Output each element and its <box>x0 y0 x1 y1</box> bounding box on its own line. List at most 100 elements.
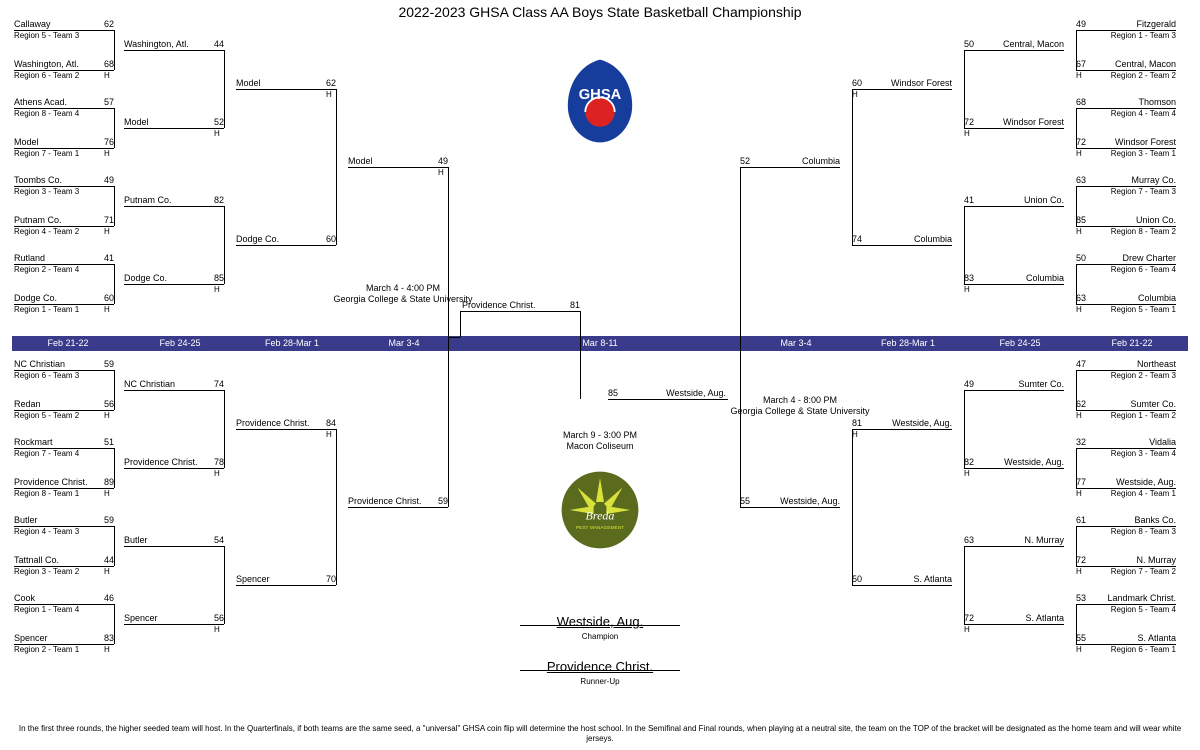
r1b-2-seed: Region 3 - Team 4 <box>1076 449 1176 459</box>
r2t-2-score: 41 <box>964 195 978 205</box>
r3t-0-score: 60 <box>852 78 866 88</box>
r2b-2: N. Murray <box>964 535 1064 545</box>
r1b-6-score: 53 <box>1076 593 1090 603</box>
l1t-6: Rutland <box>14 253 45 263</box>
r2b-1-score: 82 <box>964 457 978 467</box>
r1t-6: Drew Charter <box>1076 253 1176 263</box>
l4-1-score: 59 <box>434 496 448 506</box>
r2b-0-score: 49 <box>964 379 978 389</box>
r3t-0: Windsor Forest <box>852 78 952 88</box>
r1t-3-host: H <box>1076 149 1082 159</box>
r1t-5-host: H <box>1076 227 1082 237</box>
date-cell: Mar 3-4 <box>741 338 851 348</box>
r1b-7-host: H <box>1076 645 1082 655</box>
l1b-7: Spencer <box>14 633 48 643</box>
l2b-3: Spencer <box>124 613 158 623</box>
r2t-3-score: 83 <box>964 273 978 283</box>
l1b-3-seed: Region 8 - Team 1 <box>14 489 79 499</box>
r2t-2: Union Co. <box>964 195 1064 205</box>
r1b-4: Banks Co. <box>1076 515 1176 525</box>
l1t-6-score: 41 <box>100 253 114 263</box>
r1t-0-seed: Region 1 - Team 3 <box>1076 31 1176 41</box>
l2t-3-score: 85 <box>210 273 224 283</box>
r1b-5-seed: Region 7 - Team 2 <box>1076 567 1176 577</box>
svg-text:PEST MANAGEMENT: PEST MANAGEMENT <box>576 525 624 531</box>
l2b-1: Providence Christ. <box>124 457 198 467</box>
r1t-5-seed: Region 8 - Team 2 <box>1076 227 1176 237</box>
l1b-5-host: H <box>104 567 110 577</box>
r2t-3: Columbia <box>964 273 1064 283</box>
l2b-1-score: 78 <box>210 457 224 467</box>
r1b-7-seed: Region 6 - Team 1 <box>1076 645 1176 655</box>
r1t-1-score: 67 <box>1076 59 1090 69</box>
r2b-1-host: H <box>964 469 970 479</box>
l3b-0: Providence Christ. <box>236 418 310 428</box>
l1b-0: NC Christian <box>14 359 65 369</box>
r1t-3-score: 72 <box>1076 137 1090 147</box>
r1b-0-score: 47 <box>1076 359 1090 369</box>
l1b-5: Tattnall Co. <box>14 555 59 565</box>
date-cell: Feb 21-22 <box>13 338 123 348</box>
r1b-1-host: H <box>1076 411 1082 421</box>
r1t-1-seed: Region 2 - Team 2 <box>1076 71 1176 81</box>
l2t-2: Putnam Co. <box>124 195 172 205</box>
r4-0: Columbia <box>740 156 840 166</box>
date-cell: Feb 28-Mar 1 <box>237 338 347 348</box>
l1b-3: Providence Christ. <box>14 477 88 487</box>
l1t-2-score: 57 <box>100 97 114 107</box>
l1t-5-score: 71 <box>100 215 114 225</box>
l4-0-score: 49 <box>434 156 448 166</box>
r1b-2: Vidalia <box>1076 437 1176 447</box>
r2t-0: Central, Macon <box>964 39 1064 49</box>
r2t-3-host: H <box>964 285 970 295</box>
r1b-5: N. Murray <box>1076 555 1176 565</box>
r3t-1: Columbia <box>852 234 952 244</box>
final-date: March 9 - 3:00 PM <box>500 430 700 440</box>
r1t-0-score: 49 <box>1076 19 1090 29</box>
l1t-1: Washington, Atl. <box>14 59 79 69</box>
l1t-0-score: 62 <box>100 19 114 29</box>
l1t-4-score: 49 <box>100 175 114 185</box>
l1t-2-seed: Region 8 - Team 4 <box>14 109 79 119</box>
r4-0-score: 52 <box>740 156 754 166</box>
l1b-3-host: H <box>104 489 110 499</box>
l2t-0: Washington, Atl. <box>124 39 189 49</box>
l1b-4: Butler <box>14 515 38 525</box>
l1t-4-seed: Region 3 - Team 3 <box>14 187 79 197</box>
l1b-0-score: 59 <box>100 359 114 369</box>
r1b-1: Sumter Co. <box>1076 399 1176 409</box>
r1b-7: S. Atlanta <box>1076 633 1176 643</box>
l1t-7-seed: Region 1 - Team 1 <box>14 305 79 315</box>
date-cell: Feb 28-Mar 1 <box>853 338 963 348</box>
semi-left-score: 81 <box>564 300 580 310</box>
date-cell: Mar 3-4 <box>349 338 459 348</box>
semi-left-note1: March 4 - 4:00 PM <box>318 283 488 293</box>
r1b-1-seed: Region 1 - Team 2 <box>1076 411 1176 421</box>
r1b-6-seed: Region 5 - Team 4 <box>1076 605 1176 615</box>
r1b-4-seed: Region 8 - Team 3 <box>1076 527 1176 537</box>
r1t-7-seed: Region 5 - Team 1 <box>1076 305 1176 315</box>
semi-right-note2: Georgia College & State University <box>700 406 900 416</box>
r2b-3: S. Atlanta <box>964 613 1064 623</box>
semi-right-note1: March 4 - 8:00 PM <box>700 395 900 405</box>
date-cell: Feb 24-25 <box>125 338 235 348</box>
l3b-1: Spencer <box>236 574 270 584</box>
l1t-5: Putnam Co. <box>14 215 62 225</box>
l2t-2-score: 82 <box>210 195 224 205</box>
r2b-1: Westside, Aug. <box>964 457 1064 467</box>
l1t-2: Athens Acad. <box>14 97 67 107</box>
l2b-0-score: 74 <box>210 379 224 389</box>
r2t-1-host: H <box>964 129 970 139</box>
l1b-1-score: 56 <box>100 399 114 409</box>
r1t-7-score: 63 <box>1076 293 1090 303</box>
r1b-0-seed: Region 2 - Team 3 <box>1076 371 1176 381</box>
footnote: In the first three rounds, the higher se… <box>14 724 1186 744</box>
r1t-4-score: 63 <box>1076 175 1090 185</box>
l2b-1-host: H <box>214 469 220 479</box>
l3b-0-host: H <box>326 430 332 440</box>
page-title: 2022-2023 GHSA Class AA Boys State Baske… <box>0 4 1200 20</box>
l1t-6-seed: Region 2 - Team 4 <box>14 265 79 275</box>
l2b-2: Butler <box>124 535 148 545</box>
l1b-3-score: 89 <box>100 477 114 487</box>
r1t-2-score: 68 <box>1076 97 1090 107</box>
